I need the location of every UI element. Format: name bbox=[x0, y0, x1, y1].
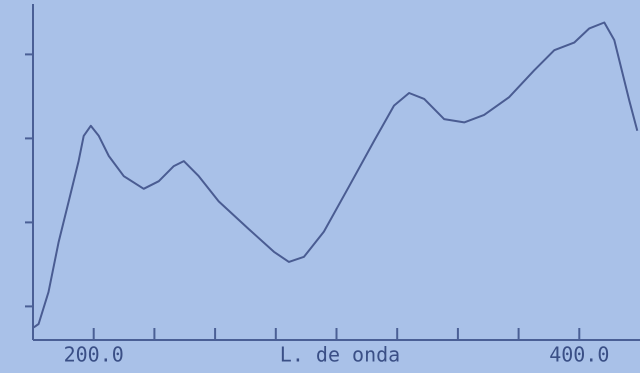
screen: L. de onda 200.0 400.0 bbox=[0, 0, 640, 373]
screen-background bbox=[0, 0, 640, 373]
x-tick-label: 200.0 bbox=[64, 343, 124, 367]
x-axis-label: L. de onda bbox=[280, 343, 400, 367]
x-tick-label: 400.0 bbox=[549, 343, 609, 367]
